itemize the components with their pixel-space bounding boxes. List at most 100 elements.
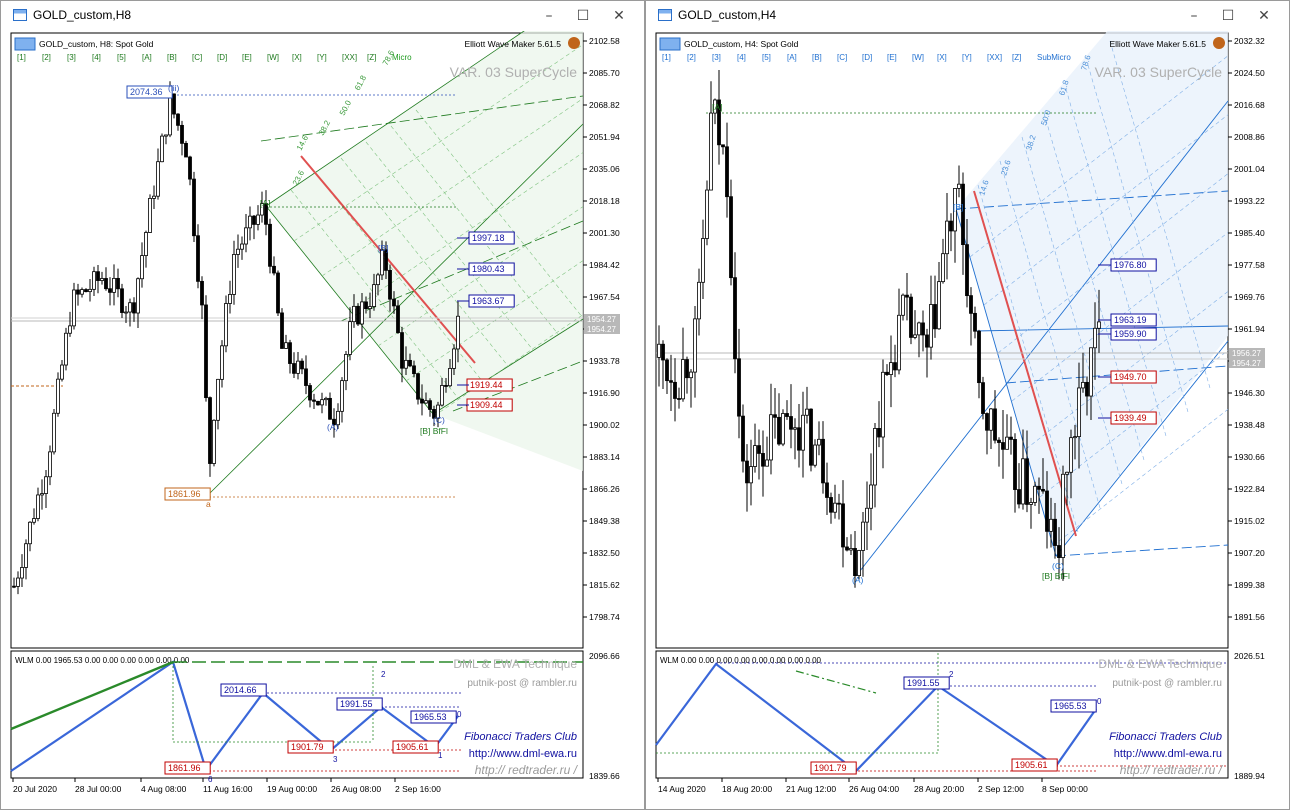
symbol-text: GOLD_custom, H8: Spot Gold [39,39,154,49]
candle-body [1013,439,1017,490]
wave-button[interactable]: [4] [737,53,746,62]
price-tag-text: 1919.44 [470,380,503,390]
fib-grid-line [365,141,534,351]
osc-wave-number: 0 [457,710,462,719]
candle-body [168,93,172,136]
fib-grid-line [415,109,584,319]
wave-button[interactable]: [X] [937,53,947,62]
time-axis-label: 21 Aug 12:00 [786,784,836,794]
wave-button[interactable]: [Y] [962,53,972,62]
candle-body [344,354,348,382]
wave-button[interactable]: [Y] [317,53,327,62]
candle-body [1001,442,1005,450]
price-chart[interactable]: 2102.58 2085.70 2068.82 2051.94 2035.06 2018.… [1,31,645,810]
wave-button[interactable]: [D] [217,53,227,62]
wave-button[interactable]: SubMicro [1037,53,1071,62]
current-price-box [584,324,620,334]
fib-grid-line [1053,409,1229,546]
wave-button[interactable]: [D] [862,53,872,62]
wave-button[interactable]: [X] [292,53,302,62]
candle-body [180,124,184,144]
candles [657,69,1101,588]
current-price-text: 1956.27 [1232,349,1261,358]
candle-body [869,484,873,509]
maximize-icon[interactable]: ☐ [1221,8,1235,24]
candle-body [769,414,773,461]
wave-button[interactable]: [B] [812,53,822,62]
price-axis-label: 1969.76 [1234,292,1265,302]
wave-button[interactable]: [E] [887,53,897,62]
wave-button[interactable]: [E] [242,53,252,62]
window-titlebar[interactable]: GOLD_custom,H8 – ☐ ✕ [1,1,644,31]
candle-body [1041,488,1045,492]
wave-button[interactable]: [Z] [1012,53,1021,62]
candle-body [781,413,785,445]
close-icon[interactable]: ✕ [1258,8,1270,24]
candle-body [320,399,324,406]
fib-grid-line [315,173,484,383]
oscillator-line [10,660,459,773]
osc-price-tag [392,740,439,754]
wave-button[interactable]: [2] [42,53,51,62]
price-axis-label: 2051.94 [589,132,620,142]
minimize-icon[interactable]: – [545,8,553,24]
candle-body [861,521,865,551]
candle-body [420,398,424,404]
time-axis-label: 19 Aug 00:00 [267,784,317,794]
wave-button[interactable]: [C] [192,53,202,62]
price-chart[interactable]: 2032.32 2024.50 2016.68 2008.86 2001.04 1993.… [646,31,1290,810]
wave-button[interactable]: [A] [787,53,797,62]
oscillator-frame [10,650,584,779]
close-icon[interactable]: ✕ [613,8,625,24]
candle-body [376,274,380,286]
chart-window-left[interactable]: GOLD_custom,H8 – ☐ ✕ 2102.58 2085.70 2068.… [0,0,645,810]
wave-button[interactable]: Micro [392,53,412,62]
oscillator-signal [10,660,174,731]
candle-body [216,378,220,421]
window-titlebar[interactable]: GOLD_custom,H4 – ☐ ✕ [646,1,1289,31]
channel-line [1055,544,1229,557]
wave-button[interactable]: [5] [762,53,771,62]
candle-body [224,303,228,347]
wave-button[interactable]: [C] [837,53,847,62]
maximize-icon[interactable]: ☐ [576,8,590,24]
wave-button[interactable]: [3] [712,53,721,62]
candle-body [1073,436,1077,439]
chart-window-right[interactable]: GOLD_custom,H4 – ☐ ✕ 2032.32 2024.50 2016.… [645,0,1290,810]
wave-button[interactable]: [XX] [342,53,357,62]
price-tag-text: 1901.79 [291,742,324,752]
price-axis-label: 1907.20 [1234,548,1265,558]
candle-body [1061,473,1065,558]
price-tag-text: 1991.55 [340,699,373,709]
minimize-icon[interactable]: – [1190,8,1198,24]
candle-body [200,280,204,306]
candle-body [156,161,160,197]
wave-button[interactable]: [A] [142,53,152,62]
osc-price-tag [164,761,211,775]
wave-button[interactable]: [3] [67,53,76,62]
candle-body [424,400,428,404]
candle-body [188,156,192,180]
wave-button[interactable]: [B] [167,53,177,62]
osc-axis-label: 1889.94 [1234,771,1265,781]
candle-body [1045,490,1049,532]
wave-button[interactable]: [XX] [987,53,1002,62]
candle-body [56,378,60,414]
wave-button[interactable]: [Z] [367,53,376,62]
wave-button[interactable]: [W] [267,53,279,62]
candle-body [448,368,452,387]
wave-button[interactable]: [5] [117,53,126,62]
candle-body [292,363,296,374]
osc-price-tag [903,676,950,690]
channel-line [340,220,584,322]
candle-body [1089,347,1093,397]
wave-button[interactable]: [2] [687,53,696,62]
osc-axis-label: 2096.66 [589,651,620,661]
wave-button[interactable]: [4] [92,53,101,62]
wave-button[interactable]: [W] [912,53,924,62]
wave-button[interactable]: [1] [662,53,671,62]
wave-button[interactable]: [1] [17,53,26,62]
price-axis-label: 2016.68 [1234,100,1265,110]
candle-body [1005,436,1009,450]
price-axis-label: 1938.48 [1234,420,1265,430]
